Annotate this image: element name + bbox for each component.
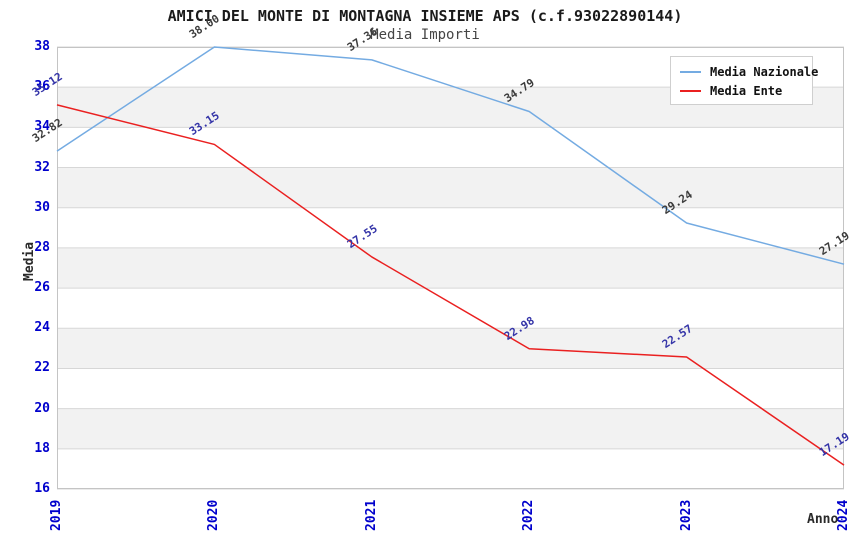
chart-title: AMICI DEL MONTE DI MONTAGNA INSIEME APS …: [167, 7, 683, 25]
legend: Media Nazionale Media Ente: [670, 56, 818, 105]
x-tick-label: 2019: [49, 499, 64, 531]
plot-area: [56, 46, 845, 490]
legend-item: Media Nazionale: [671, 62, 818, 81]
legend-line-swatch: [680, 89, 701, 92]
legend-item: Media Ente: [671, 81, 812, 100]
y-tick-label: 24: [34, 320, 50, 336]
x-tick-label: 2023: [678, 499, 694, 531]
legend-label: Media Nazionale: [710, 64, 819, 79]
band: [57, 167, 844, 208]
legend-line-swatch: [680, 70, 701, 73]
y-tick-label: 28: [34, 239, 50, 255]
x-axis-title: Anno: [807, 512, 839, 527]
chart-subtitle: Media Importi: [370, 27, 480, 43]
y-axis-title: Media: [22, 241, 37, 281]
line-chart-svg: [56, 46, 845, 490]
band: [57, 247, 844, 289]
band: [57, 328, 844, 369]
y-tick-label: 20: [34, 400, 50, 416]
series-line-0: [56, 46, 845, 265]
x-tick-label: 2022: [521, 499, 537, 531]
series-line-1: [56, 104, 845, 466]
y-tick-label: 26: [34, 280, 50, 296]
y-tick-label: 36: [34, 79, 50, 95]
y-tick-label: 22: [34, 360, 50, 376]
y-tick-label: 16: [34, 481, 50, 496]
y-tick-label: 38: [34, 39, 50, 54]
y-tick-label: 32: [34, 159, 50, 175]
x-tick-label: 2021: [363, 499, 379, 531]
y-tick-label: 18: [34, 440, 50, 456]
band: [57, 408, 844, 449]
x-tick-label: 2020: [206, 499, 222, 531]
y-tick-label: 30: [34, 199, 50, 215]
x-tick-label: 2024: [836, 499, 850, 531]
plot-border: [57, 47, 844, 489]
y-tick-label: 34: [34, 119, 50, 135]
legend-label: Media Ente: [710, 83, 783, 98]
